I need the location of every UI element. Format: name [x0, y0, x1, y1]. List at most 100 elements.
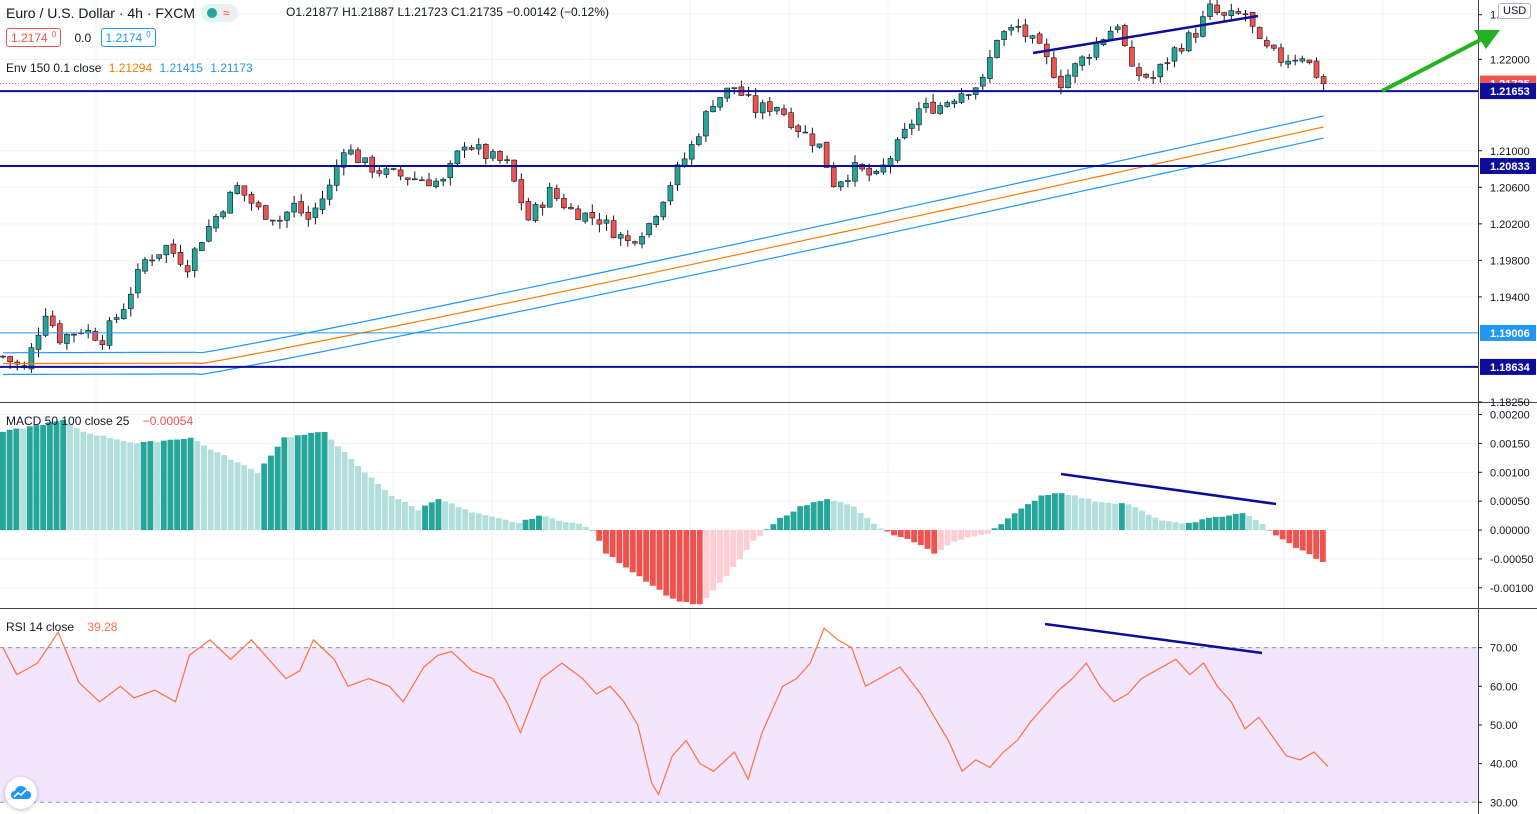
- candle-body[interactable]: [1221, 12, 1227, 16]
- candle-body[interactable]: [1093, 43, 1100, 58]
- candle-body[interactable]: [596, 219, 603, 225]
- candle-body[interactable]: [752, 95, 759, 113]
- trend-drawings[interactable]: [1032, 14, 1500, 655]
- candle-body[interactable]: [703, 111, 709, 137]
- candle-body[interactable]: [220, 211, 226, 218]
- candle-body[interactable]: [482, 143, 489, 159]
- candle-body[interactable]: [277, 219, 283, 222]
- candle-body[interactable]: [49, 315, 56, 326]
- macd-trendline[interactable]: [1060, 472, 1277, 506]
- candle-body[interactable]: [830, 166, 837, 188]
- candle-body[interactable]: [369, 156, 376, 173]
- env-legend[interactable]: Env 150 0.1 close 1.21294 1.21415 1.2117…: [6, 61, 257, 75]
- candle-body[interactable]: [695, 136, 702, 145]
- candle-body[interactable]: [916, 108, 922, 126]
- candle-body[interactable]: [553, 188, 560, 199]
- candle-body[interactable]: [319, 198, 326, 210]
- candle-body[interactable]: [1143, 73, 1149, 78]
- candle-body[interactable]: [1214, 4, 1220, 14]
- candle-body[interactable]: [759, 102, 766, 114]
- candle-body[interactable]: [1114, 26, 1121, 30]
- candle-body[interactable]: [99, 340, 106, 345]
- candle-body[interactable]: [419, 179, 425, 182]
- candle-body[interactable]: [937, 105, 944, 114]
- candle-body[interactable]: [603, 219, 610, 224]
- candle-body[interactable]: [766, 101, 773, 112]
- candle-body[interactable]: [71, 333, 77, 336]
- rsi-line[interactable]: [2, 627, 1329, 796]
- candle-body[interactable]: [298, 201, 305, 214]
- candle-body[interactable]: [816, 143, 823, 148]
- candle-body[interactable]: [1164, 62, 1171, 64]
- candle-body[interactable]: [191, 248, 198, 271]
- candle-body[interactable]: [504, 159, 510, 161]
- candle-body[interactable]: [1228, 10, 1235, 16]
- candle-body[interactable]: [845, 180, 851, 182]
- candle-body[interactable]: [440, 179, 447, 182]
- candle-body[interactable]: [64, 334, 70, 344]
- candle-body[interactable]: [1157, 63, 1164, 78]
- candle-body[interactable]: [724, 87, 731, 99]
- candle-body[interactable]: [184, 265, 191, 273]
- candle-body[interactable]: [454, 150, 461, 164]
- candle-body[interactable]: [908, 123, 915, 129]
- candle-body[interactable]: [710, 105, 716, 113]
- candle-body[interactable]: [42, 315, 49, 336]
- candle-body[interactable]: [511, 159, 518, 182]
- rsi-legend[interactable]: RSI 14 close 39.28: [6, 620, 121, 634]
- candle-body[interactable]: [1008, 27, 1015, 31]
- candle-body[interactable]: [837, 181, 844, 188]
- candle-body[interactable]: [305, 211, 312, 220]
- candle-body[interactable]: [468, 147, 475, 150]
- candle-body[interactable]: [1129, 46, 1135, 67]
- price-pane[interactable]: [0, 0, 1478, 376]
- candle-body[interactable]: [944, 102, 951, 107]
- candle-body[interactable]: [262, 205, 269, 220]
- candle-body[interactable]: [1001, 31, 1007, 40]
- candle-body[interactable]: [1313, 60, 1320, 78]
- candle-body[interactable]: [745, 94, 752, 96]
- candle-body[interactable]: [610, 220, 617, 239]
- candle-body[interactable]: [1072, 63, 1078, 77]
- trade-buttons[interactable]: 1.2174 0 0.0 1.2174 0: [6, 28, 160, 47]
- candle-body[interactable]: [475, 144, 482, 150]
- candle-body[interactable]: [575, 208, 581, 221]
- macd-legend[interactable]: MACD 50 100 close 25 −0.00054: [6, 414, 197, 428]
- candle-body[interactable]: [1306, 59, 1313, 63]
- candle-body[interactable]: [447, 163, 454, 178]
- candle-body[interactable]: [255, 202, 262, 208]
- candle-body[interactable]: [1178, 47, 1185, 52]
- candle-body[interactable]: [404, 177, 411, 180]
- candle-body[interactable]: [951, 100, 958, 105]
- candle-body[interactable]: [497, 151, 503, 161]
- candle-body[interactable]: [532, 204, 539, 221]
- candle-body[interactable]: [653, 215, 660, 226]
- candle-body[interactable]: [490, 151, 496, 159]
- candle-body[interactable]: [227, 191, 233, 214]
- candle-body[interactable]: [348, 149, 354, 155]
- candle-body[interactable]: [688, 144, 695, 160]
- price-axis[interactable]: 1.22000 1.21000 1.20600 1.20200 1.19800 1.194…: [1478, 10, 1536, 810]
- candle-body[interactable]: [383, 168, 390, 175]
- price-trendline[interactable]: [1032, 14, 1259, 55]
- candle-body[interactable]: [92, 331, 99, 341]
- candle-body[interactable]: [206, 226, 212, 242]
- rsi-trendline[interactable]: [1044, 622, 1263, 655]
- level-badge[interactable]: [1480, 158, 1536, 175]
- candle-body[interactable]: [333, 166, 340, 186]
- candle-body[interactable]: [930, 101, 936, 114]
- candle-body[interactable]: [617, 234, 624, 239]
- candle-body[interactable]: [994, 39, 1000, 58]
- candle-body[interactable]: [248, 194, 255, 204]
- candle-body[interactable]: [1015, 26, 1022, 28]
- tradingview-logo[interactable]: [5, 777, 37, 809]
- currency-button[interactable]: USD: [1498, 3, 1532, 19]
- candle-body[interactable]: [177, 252, 184, 265]
- candle-body[interactable]: [525, 201, 532, 221]
- candle-body[interactable]: [632, 241, 638, 244]
- candle-body[interactable]: [1285, 60, 1291, 65]
- candle-body[interactable]: [1235, 11, 1242, 14]
- candle-body[interactable]: [120, 309, 127, 319]
- candle-body[interactable]: [1207, 3, 1213, 17]
